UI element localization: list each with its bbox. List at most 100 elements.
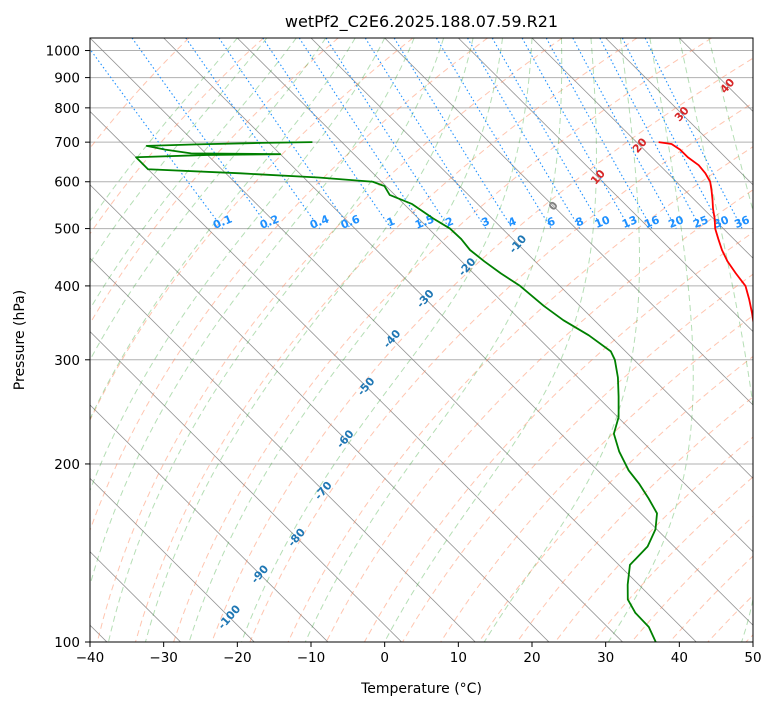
mixing-ratio-line [521, 38, 631, 229]
isotherm-line [458, 38, 753, 333]
mixing-ratio-label: 36 [732, 213, 751, 231]
isotherm-line [237, 38, 753, 553]
y-tick-label: 300 [54, 353, 80, 369]
mixing-ratio-line [298, 38, 426, 229]
y-tick-label: 200 [54, 457, 80, 473]
dry-adiabat-line [249, 102, 753, 642]
mixing-ratio-label: 20 [667, 213, 686, 231]
chart-title: wetPf2_C2E6.2025.188.07.59.R21 [285, 12, 558, 32]
isotherm-line [605, 38, 753, 186]
moist-adiabat-line [90, 38, 356, 421]
mixing-ratio-label: 16 [642, 213, 661, 231]
dry-adiabat-line [90, 38, 414, 422]
mixing-ratio-label: 2 [443, 215, 455, 230]
x-tick-label: 0 [380, 650, 389, 666]
moist-adiabat-line [90, 38, 415, 587]
mixing-ratio-label: 25 [691, 213, 710, 231]
moist-adiabat-line [304, 38, 563, 642]
moist-adiabat-line [90, 38, 238, 222]
x-tick-label: −20 [223, 650, 252, 666]
y-tick-label: 800 [54, 101, 80, 117]
y-tick-label: 900 [54, 71, 80, 87]
moist-adiabat-line [708, 38, 753, 213]
y-axis-label: Pressure (hPa) [12, 290, 28, 390]
dry-adiabats [90, 38, 753, 642]
dry-adiabat-line [173, 38, 712, 642]
y-tick-label: 700 [54, 135, 80, 151]
dry-adiabat-line [516, 396, 753, 642]
moist-adiabat-line [607, 38, 694, 642]
mixing-ratio-line [325, 38, 451, 229]
moist-adiabat-line [90, 38, 268, 264]
mixing-ratio-line [90, 48, 224, 229]
isotherm-line [90, 38, 697, 642]
isotherm-line [90, 477, 255, 642]
mixing-ratio-label: 10 [593, 213, 612, 231]
y-tick-label: 400 [54, 279, 80, 295]
moist-adiabat-line [678, 38, 753, 642]
moist-adiabat-line [90, 38, 297, 310]
temperature-line [658, 141, 753, 326]
axis-ticks: −40 −30 −20 −10 0 10 20 30 40 50 100 200 300 400 500 60… [46, 44, 762, 666]
mixing-ratio-line [218, 38, 351, 229]
y-tick-label: 100 [54, 635, 80, 651]
moist-adiabat-line [90, 38, 386, 492]
x-tick-label: 50 [744, 650, 761, 666]
isotherm-line [90, 331, 403, 642]
x-tick-label: −40 [76, 650, 105, 666]
mixing-ratio-lines [90, 38, 743, 229]
isotherm-line [90, 404, 329, 642]
mixing-ratio-label: 1 [385, 215, 397, 230]
dry-adiabat-line [90, 38, 264, 235]
mixing-ratio-line [393, 38, 513, 229]
moist-adiabat-line [384, 38, 597, 642]
plot-area: -100-90-80-70-60-50-40-30-20-10010203040… [90, 38, 753, 642]
mixing-ratio-line [572, 38, 677, 229]
moist-adiabat-line [90, 38, 327, 362]
isotherm-line [90, 110, 624, 642]
mixing-ratio-line [131, 38, 271, 229]
moist-adiabat-line [483, 38, 641, 642]
isotherms [90, 38, 753, 642]
dry-adiabat-line [325, 189, 753, 642]
mixing-ratio-label: 30 [712, 213, 731, 231]
y-tick-label: 1000 [46, 44, 80, 60]
dry-adiabat-line [134, 38, 638, 642]
mixing-ratio-label: 3 [480, 215, 492, 230]
isotherm-line [384, 38, 753, 406]
y-tick-label: 600 [54, 175, 80, 191]
isotherm-line [90, 184, 550, 642]
pressure-gridlines [90, 50, 753, 642]
y-tick-label: 500 [54, 222, 80, 238]
isotherm-line [531, 38, 753, 259]
dry-adiabat-line [96, 38, 563, 642]
x-tick-label: −30 [149, 650, 178, 666]
isotherm-line [90, 257, 476, 642]
mixing-ratio-label: 13 [620, 213, 639, 231]
plot-frame [89, 37, 754, 643]
dry-adiabat-line [211, 57, 753, 642]
moist-adiabat-line [144, 38, 474, 642]
mixing-ratio-label: 8 [574, 215, 586, 230]
x-tick-label: 20 [523, 650, 540, 666]
x-tick-label: −10 [297, 650, 326, 666]
profile-series [135, 141, 753, 642]
dewpoint-line [135, 141, 658, 642]
x-axis-label: Temperature (°C) [360, 681, 482, 697]
mixing-ratio-line [262, 38, 392, 229]
dry-adiabat-line [287, 146, 753, 642]
mixing-ratio-line [545, 38, 653, 229]
dry-adiabat-line [90, 38, 339, 325]
isotherm-line [310, 38, 753, 479]
x-tick-label: 30 [597, 650, 614, 666]
moist-adiabat-line [188, 38, 504, 642]
x-tick-label: 10 [450, 650, 467, 666]
isotherm-line [163, 38, 753, 626]
moist-adiabats [90, 38, 753, 642]
mixing-ratio-line [185, 38, 321, 229]
moist-adiabat-line [240, 38, 533, 642]
moist-adiabat-line [107, 38, 445, 642]
x-tick-label: 40 [671, 650, 688, 666]
